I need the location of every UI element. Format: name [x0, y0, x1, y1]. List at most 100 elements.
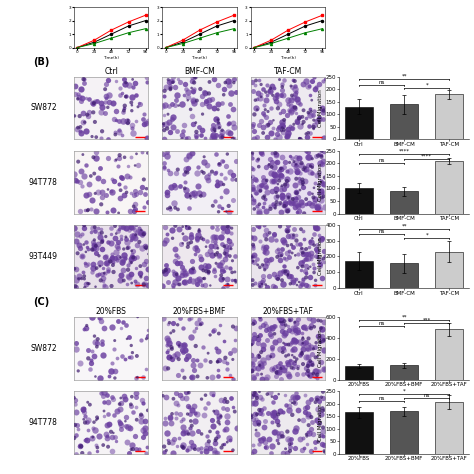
Point [301, 210, 308, 217]
Point [288, 155, 296, 162]
Point [301, 177, 309, 185]
Point [255, 209, 263, 217]
Point [282, 445, 290, 453]
Point [88, 356, 95, 364]
Point [194, 231, 202, 238]
Point [280, 346, 287, 354]
Point [320, 365, 328, 373]
Point [71, 421, 79, 428]
Point [254, 106, 261, 113]
Point [181, 342, 188, 349]
Point [133, 91, 140, 99]
Point [189, 356, 196, 363]
Point [279, 236, 287, 244]
Point [279, 449, 287, 457]
Point [165, 439, 173, 447]
Point [273, 273, 281, 281]
Point [224, 405, 231, 413]
Point [257, 182, 264, 189]
Point [261, 423, 268, 431]
Point [262, 256, 270, 264]
Point [309, 316, 317, 324]
Point [104, 410, 111, 418]
Point [98, 108, 105, 116]
Point [224, 112, 232, 120]
Point [132, 445, 140, 452]
Point [247, 192, 255, 200]
Point [249, 373, 257, 381]
Point [106, 256, 113, 264]
Point [233, 424, 241, 432]
Point [300, 323, 307, 330]
Point [161, 415, 168, 422]
Point [97, 277, 105, 284]
Point [109, 396, 117, 403]
Point [72, 345, 80, 352]
Point [134, 374, 141, 381]
Point [74, 425, 82, 432]
Point [96, 313, 103, 321]
Point [114, 238, 121, 246]
Point [214, 347, 222, 355]
Point [111, 222, 119, 230]
Point [99, 237, 106, 245]
Point [190, 73, 197, 81]
Bar [345, 107, 373, 139]
Point [259, 194, 267, 201]
Point [164, 205, 172, 212]
Point [98, 246, 106, 253]
Point [197, 192, 205, 200]
Point [109, 206, 117, 213]
Point [210, 327, 218, 334]
Point [109, 261, 117, 269]
Point [298, 280, 306, 288]
Point [83, 419, 91, 426]
Point [201, 89, 209, 97]
Text: ns: ns [424, 392, 430, 398]
Point [263, 375, 270, 383]
Point [319, 407, 326, 415]
Point [260, 321, 267, 328]
Point [262, 262, 269, 270]
Point [321, 335, 328, 343]
Point [111, 255, 119, 262]
Point [255, 435, 263, 442]
Point [275, 173, 283, 181]
Bar [390, 264, 418, 288]
Point [302, 273, 310, 281]
Point [249, 252, 256, 259]
Point [79, 252, 86, 260]
Point [302, 270, 310, 277]
Point [144, 199, 151, 206]
Point [301, 164, 309, 171]
Point [209, 422, 217, 429]
Point [72, 176, 79, 184]
Point [298, 159, 305, 167]
Point [108, 239, 115, 247]
Point [314, 416, 321, 424]
Point [182, 165, 190, 173]
Point [314, 353, 321, 360]
Point [161, 101, 169, 109]
Point [269, 188, 276, 195]
Point [90, 241, 98, 249]
Text: ns: ns [378, 158, 385, 163]
Point [259, 109, 267, 117]
Point [310, 264, 318, 272]
Point [281, 329, 289, 337]
Point [276, 366, 283, 374]
Point [308, 350, 315, 357]
Point [221, 249, 228, 257]
Point [268, 158, 276, 165]
Point [81, 75, 88, 83]
Point [309, 201, 316, 209]
Point [121, 102, 128, 109]
Point [305, 189, 312, 196]
X-axis label: Time(h): Time(h) [280, 56, 296, 60]
Point [219, 240, 226, 247]
Point [230, 79, 237, 86]
Point [278, 319, 286, 326]
Point [137, 270, 144, 277]
Point [226, 434, 233, 442]
Point [114, 254, 121, 261]
